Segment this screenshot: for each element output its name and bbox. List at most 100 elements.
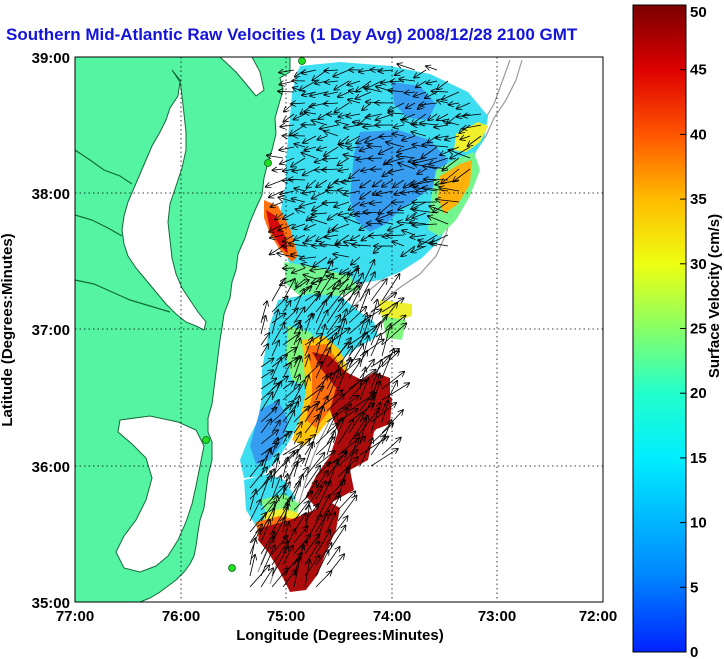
velocity-arrow bbox=[379, 201, 394, 214]
velocity-arrow bbox=[399, 79, 416, 81]
velocity-arrow bbox=[443, 121, 460, 126]
velocity-arrow bbox=[338, 169, 350, 171]
velocity-arrow bbox=[271, 546, 288, 577]
velocity-arrow bbox=[414, 69, 427, 78]
colorbar-tick-label: 40 bbox=[690, 126, 707, 143]
velocity-arrow bbox=[348, 292, 359, 313]
velocity-arrow bbox=[437, 113, 449, 120]
velocity-arrow bbox=[293, 492, 312, 511]
velocity-region-yellow bbox=[454, 122, 488, 152]
velocity-arrow bbox=[326, 370, 340, 401]
velocity-arrow bbox=[417, 168, 427, 174]
velocity-arrow bbox=[360, 179, 372, 188]
velocity-arrow bbox=[326, 190, 339, 191]
velocity-arrow bbox=[378, 221, 394, 224]
velocity-arrow bbox=[326, 315, 340, 335]
york-james-river bbox=[75, 279, 171, 313]
velocity-arrow bbox=[413, 224, 438, 225]
velocity-arrow bbox=[303, 135, 317, 143]
velocity-arrow bbox=[381, 401, 388, 423]
velocity-arrow bbox=[282, 433, 288, 445]
velocity-arrow bbox=[279, 70, 295, 73]
velocity-arrow bbox=[282, 570, 296, 588]
velocity-arrow bbox=[282, 333, 300, 346]
radar-stations bbox=[202, 57, 306, 572]
velocity-arrow bbox=[431, 91, 449, 92]
velocity-arrow bbox=[379, 146, 394, 154]
velocity-arrow bbox=[441, 168, 460, 184]
velocity-arrow bbox=[271, 568, 288, 588]
velocity-arrow bbox=[271, 310, 278, 335]
velocity-arrow bbox=[293, 338, 300, 357]
velocity-arrow bbox=[335, 102, 350, 112]
velocity-arrow bbox=[300, 257, 317, 259]
velocity-arrow bbox=[326, 496, 340, 522]
velocity-arrow bbox=[359, 70, 372, 72]
velocity-arrow bbox=[312, 120, 328, 126]
velocity-arrow bbox=[381, 274, 400, 302]
velocity-arrow bbox=[420, 103, 438, 105]
velocity-arrow bbox=[429, 206, 449, 214]
velocity-arrow bbox=[359, 378, 369, 401]
velocity-arrow bbox=[271, 476, 281, 500]
velocity-arrow bbox=[249, 467, 267, 489]
velocity-arrow bbox=[418, 234, 438, 247]
velocity-arrow bbox=[260, 419, 271, 434]
velocity-arrow bbox=[361, 169, 372, 171]
velocity-arrow bbox=[325, 81, 339, 82]
velocity-arrow bbox=[280, 125, 295, 127]
velocity-arrow bbox=[260, 316, 266, 335]
velocity-arrow bbox=[282, 546, 293, 566]
velocity-arrow bbox=[337, 450, 358, 467]
velocity-arrow bbox=[348, 434, 359, 467]
colorbar-tick-label: 35 bbox=[690, 191, 707, 208]
velocity-arrow bbox=[315, 571, 331, 588]
velocity-arrow bbox=[282, 450, 298, 467]
velocity-arrow bbox=[369, 158, 383, 159]
velocity-arrow bbox=[271, 496, 278, 522]
velocity-arrow bbox=[426, 81, 438, 83]
velocity-arrow bbox=[271, 341, 279, 357]
rappahannock-river bbox=[75, 214, 123, 237]
velocity-arrow bbox=[296, 209, 306, 213]
velocity-arrow bbox=[412, 212, 427, 218]
velocity-arrow bbox=[249, 538, 255, 566]
velocity-arrow bbox=[364, 88, 383, 93]
velocity-arrow bbox=[324, 70, 339, 71]
velocity-arrow bbox=[282, 385, 300, 401]
velocity-arrow bbox=[340, 267, 350, 274]
velocity-arrow bbox=[304, 442, 313, 467]
y-tick-label: 36:00 bbox=[32, 459, 70, 476]
velocity-arrow bbox=[416, 80, 427, 87]
velocity-arrow bbox=[380, 136, 394, 137]
velocity-arrow bbox=[294, 234, 306, 240]
velocity-arrow bbox=[326, 268, 339, 272]
velocity-arrow bbox=[302, 153, 317, 159]
velocity-arrow bbox=[249, 565, 269, 588]
velocity-arrow bbox=[271, 201, 284, 207]
velocity-arrow bbox=[271, 323, 284, 346]
velocity-arrow bbox=[450, 146, 471, 159]
velocity-arrow bbox=[304, 275, 317, 280]
velocity-arrow bbox=[348, 269, 358, 291]
velocity-arrow bbox=[429, 157, 449, 164]
velocity-arrow bbox=[393, 242, 405, 247]
velocity-arrow bbox=[302, 70, 317, 73]
colorbar-tick-label: 50 bbox=[690, 4, 707, 21]
velocity-arrow bbox=[318, 136, 328, 140]
velocity-arrow bbox=[412, 179, 438, 185]
velocity-arrow bbox=[370, 279, 387, 302]
velocity-arrow bbox=[393, 134, 405, 136]
velocity-arrow bbox=[300, 201, 317, 207]
velocity-arrow bbox=[304, 294, 320, 313]
velocity-arrow bbox=[315, 300, 326, 324]
velocity-arrow bbox=[381, 324, 391, 357]
velocity-arrow bbox=[271, 459, 278, 489]
velocity-arrow bbox=[315, 551, 328, 577]
velocity-arrow bbox=[416, 191, 427, 192]
velocity-arrow bbox=[324, 92, 339, 95]
velocity-arrow bbox=[337, 358, 351, 390]
velocity-arrow bbox=[305, 112, 317, 114]
y-axis: 39:00 38:00 37:00 36:00 35:00 Latitude (… bbox=[0, 50, 70, 612]
velocity-arrow bbox=[344, 218, 361, 225]
